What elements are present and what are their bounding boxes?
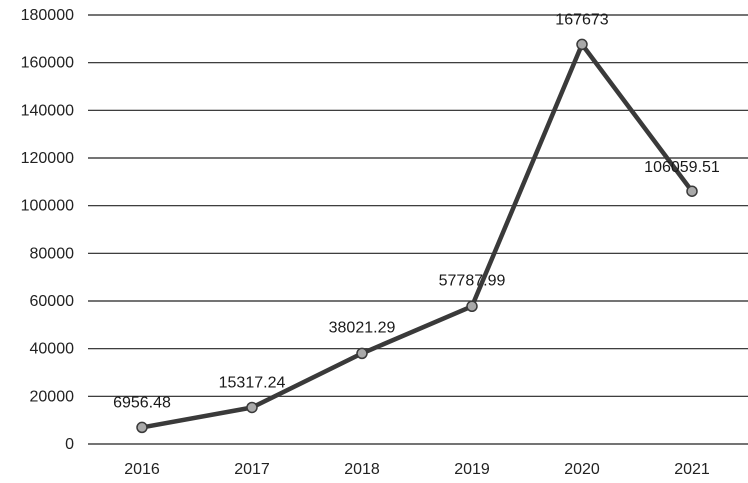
data-point bbox=[686, 185, 698, 197]
x-tick-label: 2021 bbox=[674, 461, 710, 478]
data-point bbox=[576, 38, 588, 51]
y-tick-label: 60000 bbox=[30, 293, 75, 310]
y-axis-ticks: 0 20000 40000 60000 80000 100000 120000 140000 1… bbox=[21, 7, 74, 453]
y-tick-label: 160000 bbox=[21, 55, 74, 72]
y-tick-label: 40000 bbox=[30, 341, 75, 358]
y-tick-label: 0 bbox=[65, 436, 74, 453]
x-tick-label: 2018 bbox=[344, 461, 380, 478]
x-tick-label: 2016 bbox=[124, 461, 160, 478]
data-label: 167673 bbox=[555, 11, 608, 28]
series-line bbox=[139, 42, 695, 430]
data-point bbox=[136, 421, 148, 434]
y-tick-label: 20000 bbox=[30, 388, 75, 405]
data-label: 15317.24 bbox=[219, 374, 286, 391]
y-tick-label: 180000 bbox=[21, 7, 74, 24]
data-label: 57787.99 bbox=[439, 272, 506, 289]
data-point bbox=[466, 300, 478, 313]
y-tick-label: 80000 bbox=[30, 245, 75, 262]
y-tick-label: 140000 bbox=[21, 102, 74, 119]
x-axis-ticks: 2016 2017 2018 2019 2020 2021 bbox=[124, 461, 710, 478]
data-point bbox=[246, 401, 258, 414]
x-tick-label: 2017 bbox=[234, 461, 270, 478]
gridlines bbox=[88, 14, 748, 445]
x-tick-label: 2019 bbox=[454, 461, 490, 478]
data-point bbox=[356, 347, 368, 360]
y-tick-label: 100000 bbox=[21, 198, 74, 215]
y-tick-label: 120000 bbox=[21, 150, 74, 167]
series-group bbox=[136, 38, 698, 434]
data-labels: 6956.48 15317.24 38021.29 57787.99 167673 106… bbox=[113, 11, 720, 411]
data-label: 38021.29 bbox=[329, 319, 396, 336]
data-label: 106059.51 bbox=[644, 159, 720, 176]
data-label: 6956.48 bbox=[113, 394, 171, 411]
x-tick-label: 2020 bbox=[564, 461, 600, 478]
